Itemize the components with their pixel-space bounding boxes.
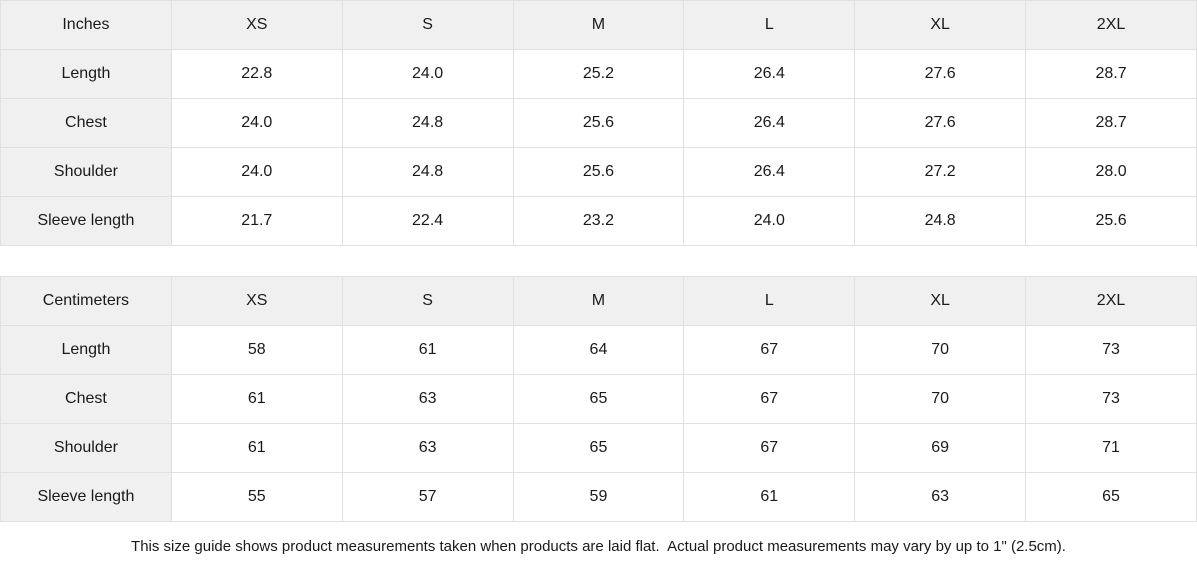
table-row: Sleeve length 21.7 22.4 23.2 24.0 24.8 2… <box>0 196 1197 246</box>
size-column-header: M <box>512 276 685 326</box>
measurement-cell: 23.2 <box>512 196 685 246</box>
size-column-header: 2XL <box>1025 0 1197 50</box>
table-row: Shoulder 24.0 24.8 25.6 26.4 27.2 28.0 <box>0 147 1197 197</box>
table-row: Sleeve length 55 57 59 61 63 65 <box>0 472 1197 522</box>
measurement-cell: 26.4 <box>683 98 856 148</box>
row-label: Shoulder <box>0 147 172 197</box>
measurement-cell: 61 <box>683 472 856 522</box>
measurement-cell: 65 <box>1025 472 1197 522</box>
measurement-cell: 27.6 <box>854 49 1027 99</box>
unit-header: Centimeters <box>0 276 172 326</box>
row-label: Chest <box>0 98 172 148</box>
measurement-cell: 73 <box>1025 325 1197 375</box>
size-column-header: S <box>341 0 514 50</box>
table-row: Chest 24.0 24.8 25.6 26.4 27.6 28.7 <box>0 98 1197 148</box>
measurement-cell: 24.0 <box>170 98 343 148</box>
size-column-header: L <box>683 0 856 50</box>
row-label: Shoulder <box>0 423 172 473</box>
measurement-cell: 67 <box>683 374 856 424</box>
measurement-cell: 70 <box>854 325 1027 375</box>
measurement-cell: 61 <box>170 374 343 424</box>
measurement-cell: 70 <box>854 374 1027 424</box>
size-column-header: M <box>512 0 685 50</box>
measurement-cell: 61 <box>170 423 343 473</box>
measurement-cell: 59 <box>512 472 685 522</box>
header-row: Centimeters XS S M L XL 2XL <box>0 276 1197 326</box>
centimeters-table: Centimeters XS S M L XL 2XL Length 58 61… <box>0 276 1197 522</box>
size-guide-note: This size guide shows product measuremen… <box>0 522 1197 571</box>
measurement-cell: 24.0 <box>683 196 856 246</box>
measurement-cell: 69 <box>854 423 1027 473</box>
measurement-cell: 24.8 <box>341 147 514 197</box>
measurement-cell: 24.8 <box>341 98 514 148</box>
measurement-cell: 25.6 <box>512 98 685 148</box>
measurement-cell: 55 <box>170 472 343 522</box>
table-row: Chest 61 63 65 67 70 73 <box>0 374 1197 424</box>
table-row: Length 58 61 64 67 70 73 <box>0 325 1197 375</box>
measurement-cell: 61 <box>341 325 514 375</box>
measurement-cell: 21.7 <box>170 196 343 246</box>
size-column-header: XS <box>170 276 343 326</box>
measurement-cell: 73 <box>1025 374 1197 424</box>
measurement-cell: 27.2 <box>854 147 1027 197</box>
measurement-cell: 63 <box>341 374 514 424</box>
measurement-cell: 25.6 <box>1025 196 1197 246</box>
row-label: Length <box>0 49 172 99</box>
measurement-cell: 26.4 <box>683 147 856 197</box>
size-column-header: XS <box>170 0 343 50</box>
row-label: Sleeve length <box>0 472 172 522</box>
measurement-cell: 25.6 <box>512 147 685 197</box>
size-column-header: L <box>683 276 856 326</box>
measurement-cell: 27.6 <box>854 98 1027 148</box>
measurement-cell: 63 <box>854 472 1027 522</box>
measurement-cell: 65 <box>512 423 685 473</box>
measurement-cell: 25.2 <box>512 49 685 99</box>
row-label: Chest <box>0 374 172 424</box>
measurement-cell: 67 <box>683 423 856 473</box>
measurement-cell: 58 <box>170 325 343 375</box>
measurement-cell: 24.8 <box>854 196 1027 246</box>
measurement-cell: 57 <box>341 472 514 522</box>
measurement-cell: 67 <box>683 325 856 375</box>
size-column-header: 2XL <box>1025 276 1197 326</box>
size-column-header: XL <box>854 0 1027 50</box>
size-column-header: S <box>341 276 514 326</box>
measurement-cell: 24.0 <box>341 49 514 99</box>
table-row: Length 22.8 24.0 25.2 26.4 27.6 28.7 <box>0 49 1197 99</box>
size-column-header: XL <box>854 276 1027 326</box>
measurement-cell: 22.8 <box>170 49 343 99</box>
table-row: Shoulder 61 63 65 67 69 71 <box>0 423 1197 473</box>
measurement-cell: 64 <box>512 325 685 375</box>
measurement-cell: 24.0 <box>170 147 343 197</box>
measurement-cell: 28.7 <box>1025 49 1197 99</box>
header-row: Inches XS S M L XL 2XL <box>0 0 1197 50</box>
measurement-cell: 63 <box>341 423 514 473</box>
measurement-cell: 22.4 <box>341 196 514 246</box>
row-label: Sleeve length <box>0 196 172 246</box>
measurement-cell: 65 <box>512 374 685 424</box>
row-label: Length <box>0 325 172 375</box>
table-gap <box>0 246 1197 276</box>
measurement-cell: 26.4 <box>683 49 856 99</box>
measurement-cell: 28.0 <box>1025 147 1197 197</box>
inches-table: Inches XS S M L XL 2XL Length 22.8 24.0 … <box>0 0 1197 246</box>
measurement-cell: 71 <box>1025 423 1197 473</box>
measurement-cell: 28.7 <box>1025 98 1197 148</box>
unit-header: Inches <box>0 0 172 50</box>
